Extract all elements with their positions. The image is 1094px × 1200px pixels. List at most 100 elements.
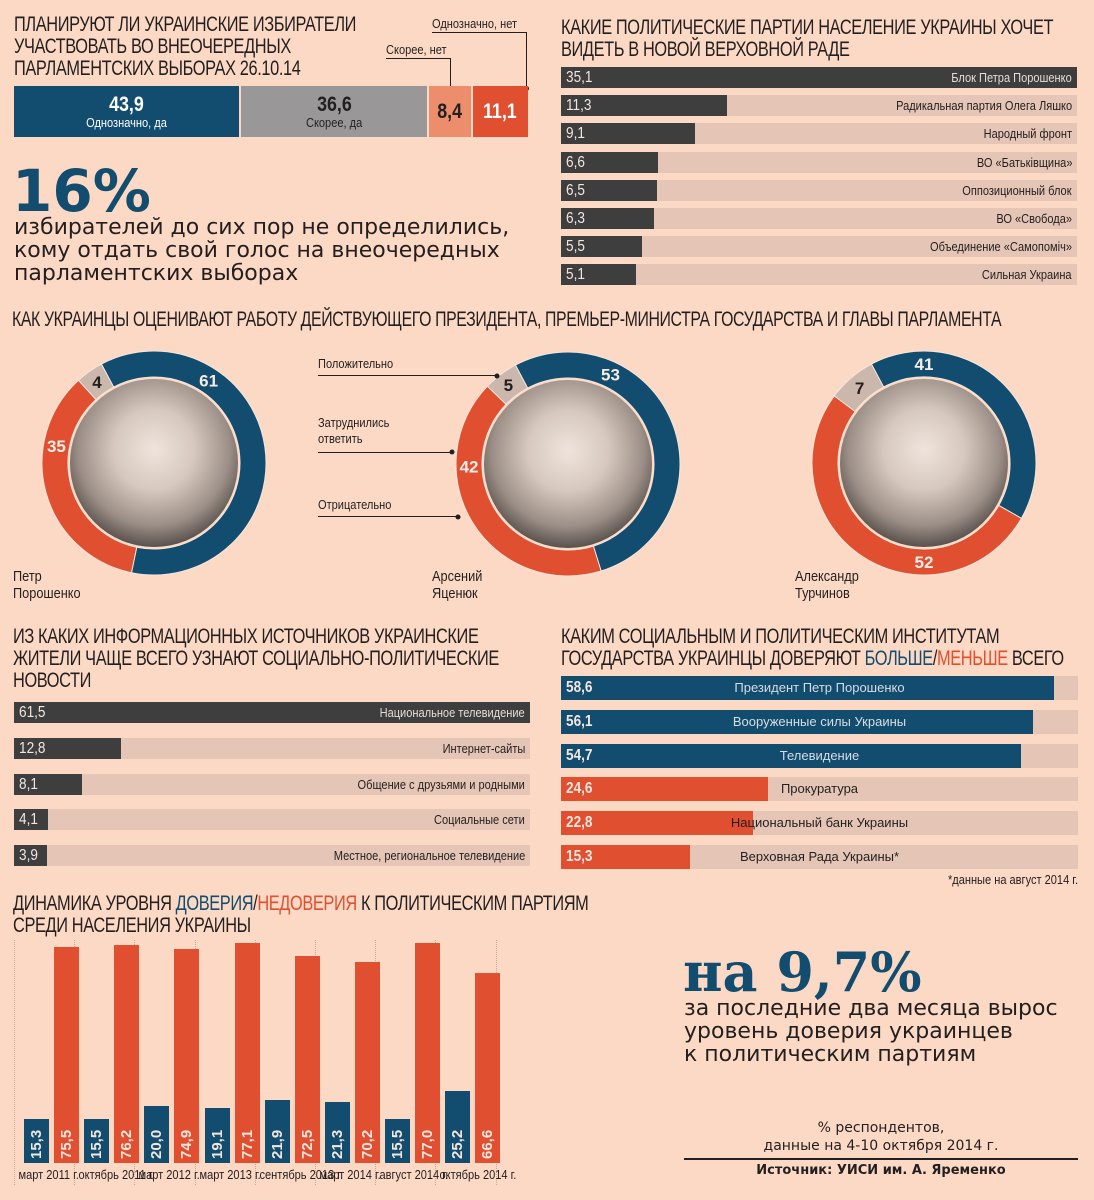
trust-value: 15,3 [28,1129,45,1159]
segment-value: 43,9 [108,92,144,116]
title-more: БОЛЬШЕ [864,647,934,670]
bar-value: 22,8 [566,814,593,832]
bar-label: ВО «Свобода» [996,211,1072,226]
legend-undecided-line: Затруднились [318,415,390,430]
donut-slice-positive [100,350,267,576]
legend-negative: Отрицательно [318,497,392,512]
distrust-bar [294,955,320,1163]
trust-value: 21,3 [329,1129,346,1159]
text-line: избирателей до сих пор не определились, [14,215,510,240]
bar-value: 61,5 [19,704,46,721]
bar-value: 12,8 [19,739,46,757]
highlight-big-number: на 9,7% [683,940,922,1004]
title-trust: ДОВЕРИЯ [175,892,254,915]
bar-value: 11,3 [566,97,592,115]
bar-fill [561,264,636,286]
bar-label: Телевидение [779,747,860,763]
bar-fill [14,702,530,723]
trust-bar [204,1108,230,1163]
approval-donuts: 61 35 4 53 42 5 41 52 7 [41,350,1037,577]
bar-fill [561,123,695,145]
bar-label: Социальные сети [434,812,525,828]
bar-label: Объединение «Самопоміч» [930,239,1072,255]
distrust-bar [114,945,140,1163]
first-name: Арсений [432,568,483,585]
bar-label: Верховная Рада Украины* [739,849,900,864]
title-slash: / [253,892,258,915]
bar-row: 61,5 Национальное телевидение [14,702,530,723]
segment-value: 8,4 [437,99,463,123]
x-tick-label: март 2012 г. [138,1167,201,1182]
text-line: к политическим партиям [684,1042,977,1067]
bar-label: Оппозиционный блок [962,182,1072,198]
bar-value: 56,1 [566,712,593,730]
first-name: Александр [795,568,859,585]
bar-label: ВО «Батьківщина» [976,154,1072,170]
donut-label-negative: 35 [47,437,66,456]
footer-source: Источник: УИСИ им. А. Яременко [756,1163,1006,1178]
distrust-bar [234,942,260,1163]
title-line: ПАРЛАМЕНТСКИХ ВЫБОРАХ 26.10.14 [14,57,301,80]
donut-label-positive: 53 [601,366,620,385]
segment-value: 36,6 [316,92,352,116]
footer-divider [684,1158,1078,1160]
donut-slice-negative [811,395,1023,576]
undecided-text: избирателей до сих пор не определились, … [14,216,509,285]
donut-label-undecided: 7 [855,379,864,398]
bar-value: 58,6 [566,679,593,696]
text-line: парламентских выборах [14,261,299,286]
bar-fill [561,95,728,117]
distrust-value: 77,0 [419,1129,437,1159]
callout-definitely-no: Однозначно, нет [432,16,518,31]
title-line: УЧАСТВОВАТЬ ВО ВНЕОЧЕРЕДНЫХ [14,35,291,58]
bar-row: 8,1 Общение с друзьями и родными [14,773,530,795]
last-name: Турчинов [795,585,850,602]
segment-label: Скорее, да [305,114,363,130]
person-name-poroshenko: Петр Порошенко [13,568,81,602]
bar-fill [561,151,659,173]
bar-row: 11,3 Радикальная партия Олега Ляшко [561,95,1077,117]
bar-row: 12,8 Интернет-сайты [14,737,530,759]
x-tick-label: март 2014 г. [319,1167,381,1182]
parties-title: КАКИЕ ПОЛИТИЧЕСКИЕ ПАРТИИ НАСЕЛЕНИЕ УКРА… [561,17,1094,61]
title-slash: / [932,647,938,670]
legend-undecided: Затруднились ответить [318,415,389,447]
trust-bar [24,1119,49,1163]
bar-fill [14,809,49,831]
donut-label-undecided: 5 [504,376,513,395]
callout-rather-no: Скорее, нет [386,42,447,57]
x-tick-label: октябрь 2011 г. [78,1167,155,1182]
note-line: данные на 4-10 октября 2014 г. [763,1138,999,1154]
bar-fill [561,845,690,869]
trust-bar [264,1100,290,1163]
title-line: ГОСУДАРСТВА УКРАИНЦЫ ДОВЕРЯЮТ БОЛЬШЕ/МЕН… [561,648,1064,670]
trust-value: 19,1 [208,1129,226,1159]
undecided-big-number: 16% [12,157,151,225]
legend-dot [455,514,461,520]
trust-bar [84,1118,110,1163]
trust-bar [144,1105,170,1163]
bar-row: 9,1 Народный фронт [561,123,1077,145]
title-text: ВСЕГО [1007,647,1064,670]
title-text: ГОСУДАРСТВА УКРАИНЦЫ ДОВЕРЯЮТ [561,647,865,670]
dynamics-title: ДИНАМИКА УРОВНЯ ДОВЕРИЯ/НЕДОВЕРИЯ К ПОЛИ… [13,893,751,937]
trust-value: 21,9 [268,1129,286,1159]
bar-fill [561,236,642,258]
portrait-photo-yatsenyuk [484,380,652,548]
highlight-text: за последние два месяца вырос уровень до… [684,997,1058,1066]
bar-fill [561,208,654,229]
trust-bar [325,1102,350,1163]
participation-title: ПЛАНИРУЮТ ЛИ УКРАИНСКИЕ ИЗБИРАТЕЛИ УЧАСТ… [14,14,453,80]
segment-value: 11,1 [483,99,518,123]
portrait-photo-turchynov [840,379,1008,547]
last-name: Порошенко [13,585,81,602]
trust-bar [445,1090,471,1163]
stacked-segment: 11,1 [472,86,528,137]
bar-value: 5,1 [566,266,585,284]
title-line: КАКИЕ ПОЛИТИЧЕСКИЕ ПАРТИИ НАСЕЛЕНИЕ УКРА… [561,16,1054,39]
bar-row: 22,8 Национальный банк Украины [561,811,1078,836]
bar-value: 4,1 [19,811,38,829]
title-line: КАКИМ СОЦИАЛЬНЫМ И ПОЛИТИЧЕСКИМ ИНСТИТУТ… [561,625,1000,648]
bar-row: 24,6 Прокуратура [561,777,1078,802]
x-tick-label: сентябрь 2013 г. [259,1167,343,1182]
